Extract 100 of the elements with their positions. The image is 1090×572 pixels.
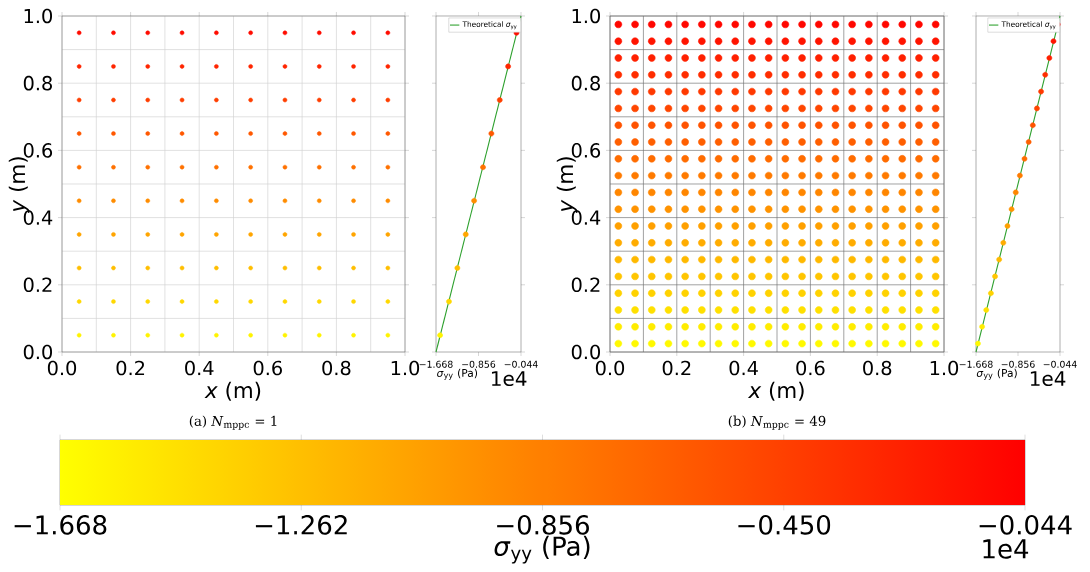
point: [748, 20, 756, 29]
point: [631, 289, 639, 297]
point: [214, 97, 219, 103]
point: [881, 222, 890, 230]
point: [214, 30, 219, 36]
point: [831, 20, 840, 29]
point: [764, 104, 773, 113]
point: [614, 255, 623, 264]
point: [714, 37, 723, 45]
point: [798, 239, 806, 247]
point: [898, 121, 906, 129]
point: [698, 155, 706, 163]
point: [865, 255, 873, 264]
point: [881, 71, 890, 79]
point: [282, 265, 288, 271]
x-axis-title: x (m): [747, 381, 804, 401]
point: [714, 87, 723, 96]
point: [931, 138, 940, 146]
point: [385, 97, 391, 103]
point: [351, 232, 356, 237]
point: [648, 37, 656, 45]
point: [865, 222, 873, 230]
point: [915, 188, 923, 197]
point: [631, 71, 639, 79]
point: [714, 71, 723, 79]
point: [351, 131, 356, 136]
point: [798, 323, 806, 331]
point: [614, 71, 623, 79]
point: [664, 306, 673, 314]
point: [179, 131, 185, 136]
point: [915, 71, 923, 79]
point: [316, 97, 322, 103]
point: [111, 64, 116, 69]
point: [111, 299, 116, 304]
point: [76, 30, 82, 36]
point: [698, 37, 706, 45]
point: [681, 121, 689, 129]
point: [831, 323, 840, 331]
point: [648, 323, 656, 331]
point: [848, 339, 856, 348]
point: [781, 37, 790, 45]
point: [881, 289, 890, 297]
point: [781, 54, 790, 62]
point: [865, 71, 873, 79]
point: [915, 239, 923, 247]
point: [898, 222, 906, 230]
point: [898, 138, 906, 146]
point: [764, 121, 773, 129]
point: [681, 222, 689, 230]
point: [648, 20, 656, 29]
point: [385, 198, 391, 204]
point: [764, 323, 773, 331]
point: [214, 164, 219, 170]
point: [815, 155, 823, 163]
point: [881, 323, 890, 331]
point: [898, 71, 906, 79]
point: [881, 37, 890, 45]
point: [714, 54, 723, 62]
point: [316, 265, 322, 271]
point: [798, 306, 806, 314]
point: [781, 104, 790, 113]
point: [748, 289, 756, 297]
point: [714, 205, 723, 213]
point: [815, 205, 823, 213]
point: [648, 71, 656, 79]
point: [76, 64, 82, 69]
point: [898, 339, 906, 348]
point: [631, 205, 639, 213]
point: [179, 97, 185, 103]
point: [881, 121, 890, 129]
point: [1025, 139, 1032, 145]
point: [714, 138, 723, 146]
point: [931, 155, 940, 163]
point: [505, 63, 511, 70]
point: [664, 188, 673, 197]
point: [214, 232, 219, 237]
point: [781, 20, 790, 29]
point: [881, 205, 890, 213]
point: [714, 20, 723, 29]
point: [631, 222, 639, 230]
point: [815, 255, 823, 264]
point: [248, 164, 253, 170]
point: [898, 155, 906, 163]
point: [614, 104, 623, 113]
point: [214, 64, 219, 69]
point: [488, 130, 495, 137]
point: [915, 255, 923, 264]
x-tick-label: −0.856: [1001, 360, 1035, 368]
point: [898, 188, 906, 197]
point: [748, 239, 756, 247]
point: [915, 171, 923, 180]
point: [831, 171, 840, 180]
point: [282, 232, 288, 237]
point: [915, 87, 923, 96]
point: [915, 289, 923, 297]
point: [179, 299, 185, 304]
point: [648, 205, 656, 213]
point: [648, 171, 656, 180]
point: [848, 222, 856, 230]
point: [815, 20, 823, 29]
